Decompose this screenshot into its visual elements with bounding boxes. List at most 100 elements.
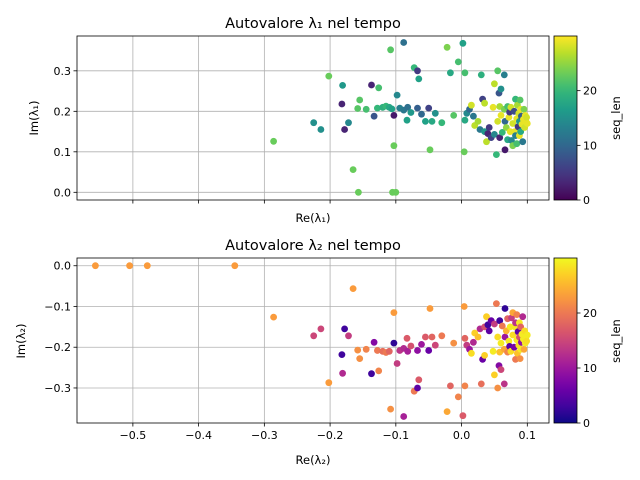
scatter-point [349, 285, 357, 292]
x-tick-label: 0.0 [453, 429, 471, 442]
scatter-point [494, 67, 502, 75]
scatter-point [477, 380, 485, 388]
plot-area [77, 258, 549, 423]
scatter-point [414, 67, 421, 75]
scatter-point [418, 110, 425, 118]
scatter-point [231, 262, 239, 270]
scatter-point [474, 333, 482, 341]
scatter-point [362, 345, 370, 353]
scatter-point [356, 96, 364, 104]
x-tick-label: −0.4 [185, 429, 212, 442]
scatter-point [494, 384, 502, 392]
scatter-point [470, 338, 477, 346]
scatter-point [477, 71, 485, 79]
scatter-point [516, 355, 524, 362]
scatter-point [508, 137, 515, 144]
scatter-points [92, 262, 531, 420]
scatter-point [415, 75, 423, 83]
scatter-point [310, 119, 318, 127]
scatter-point [489, 347, 497, 355]
y-tick-label: −0.3 [44, 382, 71, 395]
x-axis-label: Re(λ₁) [296, 211, 331, 225]
chart-title: Autovalore λ₁ nel tempo [225, 16, 401, 32]
scatter-point [368, 370, 375, 378]
scatter-point [354, 346, 362, 354]
panel-eigenvalue-1: Autovalore λ₁ nel tempo 0.0 0.1 0.2 0.3 Re(… [27, 16, 623, 225]
scatter-point [454, 393, 462, 401]
y-tick-label: 0.2 [54, 105, 72, 118]
scatter-point [501, 146, 509, 154]
scatter-point [345, 332, 352, 340]
scatter-point [338, 100, 346, 108]
scatter-point [368, 81, 375, 89]
scatter-point [317, 325, 325, 333]
scatter-point [520, 345, 528, 353]
x-tick-label: −0.2 [317, 429, 344, 442]
scatter-point [519, 138, 527, 146]
scatter-point [270, 137, 277, 145]
scatter-point [461, 334, 469, 342]
scatter-point [310, 332, 318, 340]
scatter-point [325, 379, 333, 387]
scatter-point [461, 69, 469, 77]
scatter-point [407, 109, 415, 116]
scatter-point [345, 119, 352, 127]
scatter-point [370, 112, 378, 120]
scatter-point [460, 148, 468, 156]
chart-title: Autovalore λ₂ nel tempo [225, 238, 401, 254]
x-tick-label: 0.1 [519, 429, 537, 442]
scatter-point [470, 112, 477, 120]
scatter-point [491, 131, 498, 138]
scatter-point [454, 58, 462, 66]
scatter-point [385, 347, 393, 355]
scatter-point [387, 46, 394, 54]
scatter-point [390, 339, 398, 347]
scatter-point [415, 376, 423, 384]
x-tick-label: −0.3 [251, 429, 278, 442]
scatter-point [489, 103, 497, 111]
scatter-point [370, 338, 378, 346]
colorbar-ticks: 0 10 20 [577, 85, 597, 207]
scatter-point [143, 262, 151, 270]
colorbar-gradient [553, 35, 578, 201]
scatter-point [520, 105, 528, 113]
colorbar-ticks: 0 10 20 [577, 307, 597, 430]
scatter-point [500, 71, 508, 79]
scatter-point [400, 413, 408, 420]
scatter-point [443, 43, 451, 51]
scatter-point [447, 382, 454, 390]
scatter-point [485, 124, 493, 131]
panel-eigenvalue-2: Autovalore λ₂ nel tempo −0.5 −0.4 −0.3 −0.2… [14, 238, 623, 467]
x-ticks: −0.5 −0.4 −0.3 −0.2 −0.1 0.0 0.1 [120, 423, 537, 442]
scatter-point [513, 140, 521, 148]
y-tick-label: 0.3 [54, 65, 72, 78]
scatter-point [338, 351, 346, 358]
scatter-point [325, 72, 333, 80]
scatter-point [459, 412, 467, 420]
colorbar-tick-label: 0 [583, 194, 590, 207]
colorbar-gradient [553, 257, 578, 424]
scatter-point [270, 313, 277, 321]
scatter-point [339, 369, 346, 377]
scatter-point [341, 325, 348, 333]
scatter-point [516, 96, 524, 104]
scatter-point [461, 116, 469, 124]
scatter-point [414, 104, 421, 112]
colorbar-tick-label: 20 [583, 85, 597, 98]
scatter-point [375, 367, 383, 375]
scatter-point [496, 134, 504, 142]
plot-area [77, 36, 549, 200]
scatter-point [341, 126, 348, 133]
scatter-point [447, 69, 454, 77]
scatter-point [491, 320, 498, 328]
scatter-point [374, 104, 381, 112]
scatter-point [491, 371, 498, 379]
scatter-point [431, 341, 439, 349]
scatter-point [519, 313, 527, 321]
axes-frame [76, 257, 550, 424]
scatter-points [270, 39, 531, 196]
scatter-point [438, 332, 446, 340]
colorbar: 0 10 20 seq_len [553, 257, 623, 430]
y-axis-label: Im(λ₂) [14, 324, 28, 359]
